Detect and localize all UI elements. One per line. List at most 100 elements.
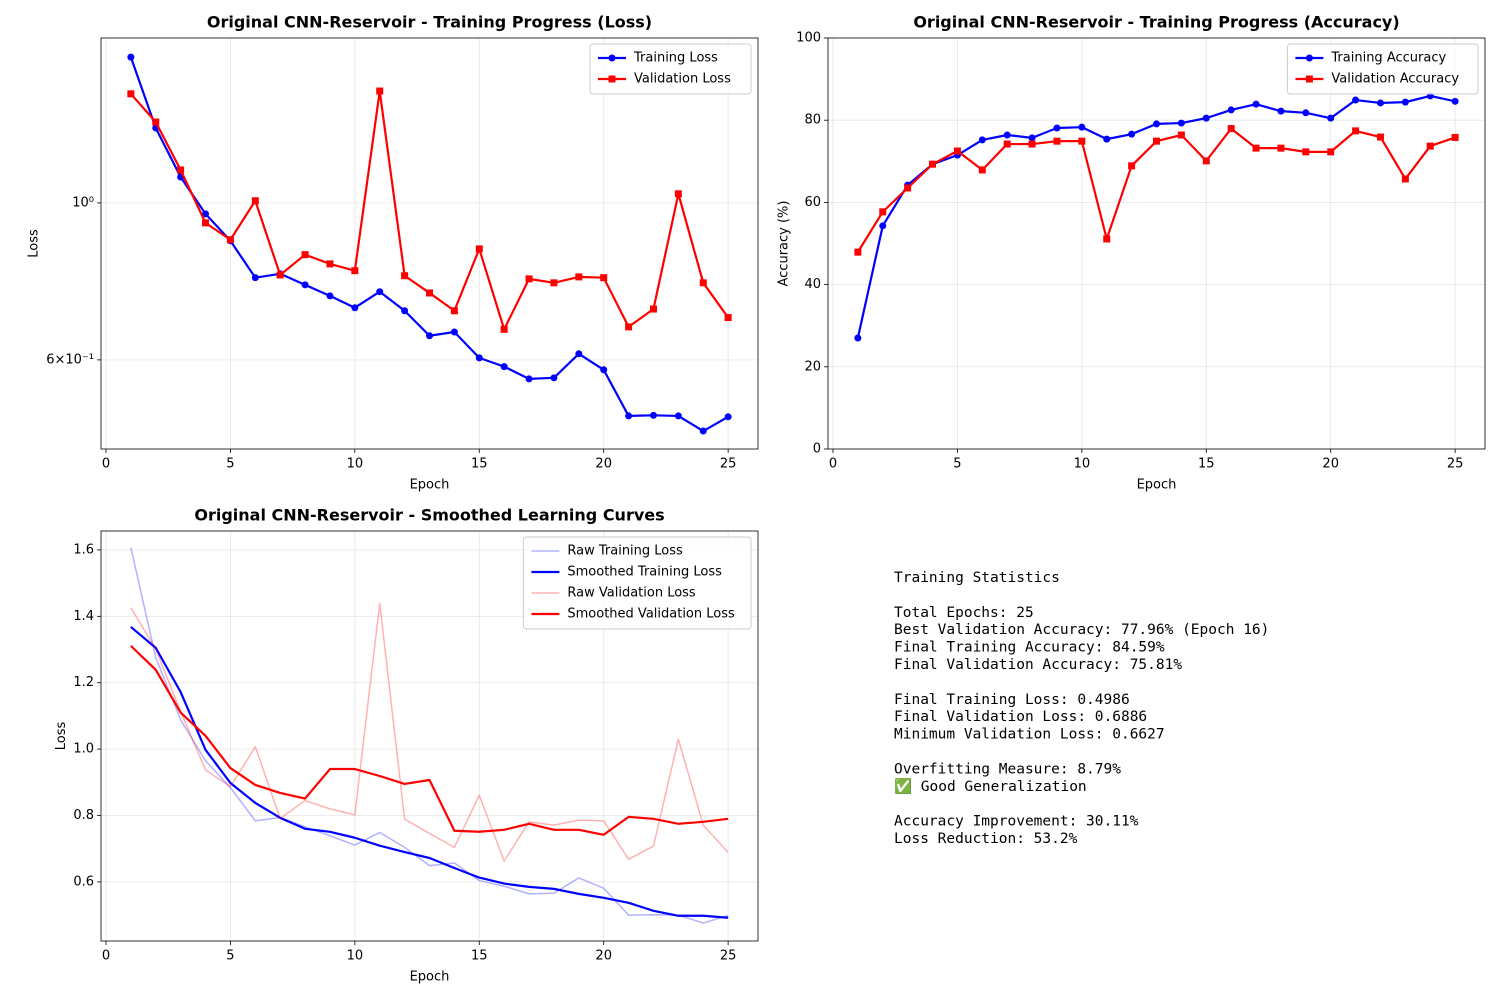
data-point (401, 307, 409, 315)
data-point (376, 87, 384, 95)
data-point (1327, 114, 1335, 122)
stats-line: Final Validation Accuracy: 75.81% (894, 657, 1182, 673)
data-point (177, 166, 185, 174)
data-point (953, 147, 961, 155)
y-tick-label: 0.8 (73, 808, 94, 823)
data-point (525, 275, 533, 283)
data-point (1153, 120, 1160, 128)
data-point (426, 289, 433, 297)
legend-label: Validation Accuracy (1331, 72, 1459, 87)
stats-line: Total Epochs: 25 (894, 605, 1034, 621)
legend-label: Raw Validation Loss (567, 586, 696, 601)
data-point (251, 197, 259, 205)
data-point (326, 292, 334, 300)
x-tick-label: 20 (1322, 457, 1339, 472)
data-point (301, 281, 309, 289)
x-axis-label: Epoch (410, 970, 450, 985)
y-tick-label: 6×10⁻¹ (46, 352, 94, 367)
data-point (401, 272, 409, 280)
stats-line: Loss Reduction: 53.2% (894, 831, 1078, 847)
data-point (127, 53, 135, 61)
data-point (1177, 131, 1185, 139)
data-point (1252, 144, 1260, 152)
data-point (978, 166, 986, 174)
data-point (1153, 137, 1160, 145)
series-line (130, 602, 729, 862)
data-point (1003, 131, 1011, 139)
legend-label: Training Loss (633, 51, 718, 66)
data-point (649, 305, 657, 313)
data-point (575, 273, 583, 281)
y-tick-label: 80 (804, 113, 821, 128)
data-point (326, 260, 334, 268)
data-point (1302, 109, 1310, 117)
data-point (1177, 119, 1185, 127)
data-point (550, 279, 558, 287)
legend-label: Raw Training Loss (567, 544, 683, 559)
data-point (1078, 123, 1086, 131)
stats-line: ✅ Good Generalization (894, 777, 1087, 795)
chart-title: Original CNN-Reservoir - Training Progre… (913, 13, 1399, 32)
data-point (1028, 140, 1036, 148)
data-point (1401, 98, 1409, 106)
data-point (202, 219, 210, 227)
y-tick-label: 40 (804, 277, 821, 292)
x-tick-label: 10 (1074, 457, 1091, 472)
chart-title: Original CNN-Reservoir - Training Progre… (207, 13, 652, 32)
x-tick-label: 0 (829, 457, 837, 472)
data-point (674, 412, 682, 420)
data-point (1376, 133, 1384, 141)
data-point (1103, 235, 1111, 243)
data-point (152, 118, 160, 126)
data-point (674, 190, 682, 198)
stats-line: Minimum Validation Loss: 0.6627 (894, 727, 1165, 743)
data-point (1352, 96, 1360, 104)
stats-line: Final Validation Loss: 0.6886 (894, 709, 1147, 725)
data-point (1451, 97, 1459, 105)
legend-marker (608, 75, 616, 83)
data-point (276, 271, 284, 279)
plot-frame (827, 37, 1486, 450)
data-point (1302, 148, 1310, 156)
stats-line: Overfitting Measure: 8.79% (894, 761, 1121, 777)
x-tick-label: 25 (1447, 457, 1464, 472)
legend-marker (1305, 75, 1313, 83)
x-tick-label: 0 (102, 457, 110, 472)
y-tick-label: 1.4 (73, 609, 94, 624)
x-tick-label: 15 (471, 457, 488, 472)
data-point (127, 90, 135, 98)
data-point (351, 304, 359, 312)
data-point (724, 413, 732, 421)
y-tick-label: 0.6 (73, 874, 94, 889)
data-point (1003, 140, 1011, 148)
y-tick-label: 20 (804, 359, 821, 374)
x-axis-label: Epoch (410, 478, 450, 493)
data-point (450, 328, 458, 336)
legend-label: Smoothed Training Loss (567, 565, 722, 580)
data-point (724, 314, 732, 322)
data-point (376, 288, 384, 296)
data-point (301, 251, 309, 259)
data-point (600, 274, 608, 282)
x-tick-label: 0 (102, 949, 110, 964)
data-point (351, 267, 359, 275)
data-point (1401, 175, 1409, 183)
data-point (649, 411, 657, 419)
x-tick-label: 15 (1198, 457, 1215, 472)
data-point (475, 245, 483, 253)
y-tick-label: 1.2 (73, 675, 94, 690)
data-point (879, 208, 887, 216)
data-point (1252, 100, 1260, 108)
series-line (130, 645, 729, 836)
series-line (130, 547, 729, 924)
data-point (426, 332, 433, 340)
x-tick-label: 25 (720, 457, 737, 472)
data-point (1426, 142, 1434, 150)
y-axis-label: Loss (27, 229, 42, 258)
data-point (904, 184, 912, 192)
stats-line: Final Training Accuracy: 84.59% (894, 640, 1165, 656)
data-point (1202, 114, 1210, 122)
chart-title: Original CNN-Reservoir - Smoothed Learni… (194, 506, 664, 525)
data-point (1128, 130, 1136, 138)
